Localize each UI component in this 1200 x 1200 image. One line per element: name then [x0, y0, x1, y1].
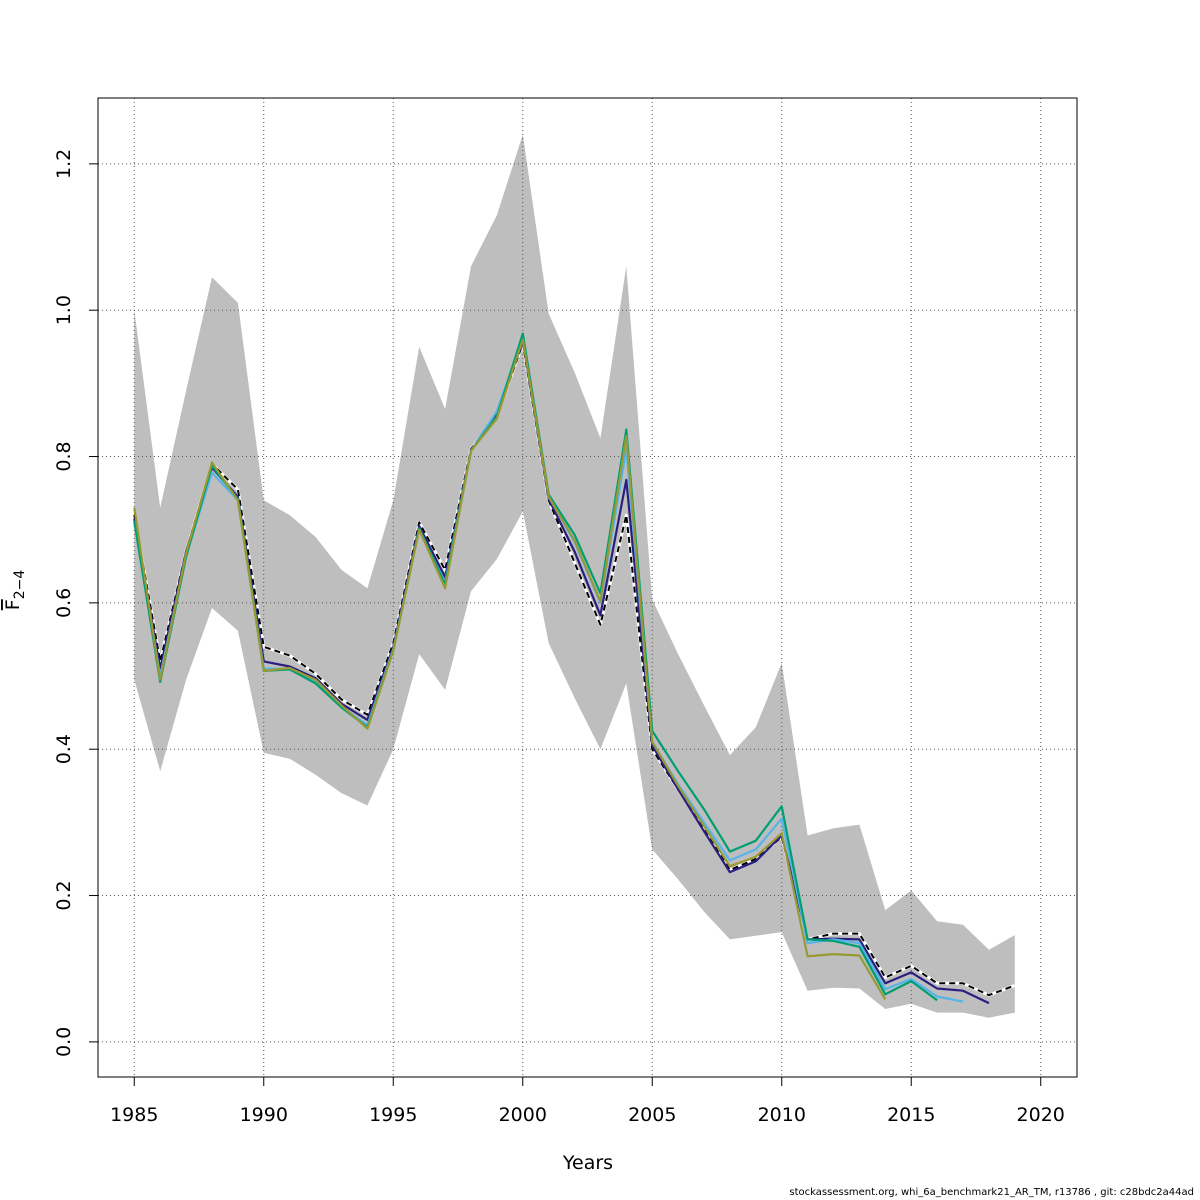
- y-tick-label: 0.2: [53, 880, 75, 910]
- x-tick-label: 2005: [628, 1104, 676, 1126]
- y-tick-label: 0.4: [53, 734, 75, 764]
- y-tick-label: 0.8: [53, 441, 75, 471]
- y-tick-label: 0.0: [53, 1027, 75, 1057]
- y-axis-title-subscript: 2−4: [12, 570, 28, 600]
- axis-layer: 1985 1990 1995 2000 2005 2010 2015 2020 0.0 0.2 0.…: [53, 149, 1065, 1126]
- y-axis-title: F2−4: [2, 570, 28, 611]
- x-tick-label: 2000: [499, 1104, 547, 1126]
- y-tick-label: 1.2: [53, 149, 75, 179]
- x-tick-label: 1990: [240, 1104, 288, 1126]
- x-tick-label: 2010: [758, 1104, 806, 1126]
- confidence-band-layer: [134, 134, 1015, 1018]
- series-line-1: [133, 342, 1016, 997]
- confidence-band: [134, 134, 1015, 1018]
- x-tick-label: 2015: [887, 1104, 935, 1126]
- x-tick-label: 1995: [369, 1104, 417, 1126]
- series-layer: [132, 332, 1016, 1005]
- series-line-5: [133, 338, 887, 1000]
- footer-note: stockassessment.org, whi_6a_benchmark21_…: [789, 1187, 1194, 1198]
- y-tick-label: 1.0: [53, 295, 75, 325]
- x-tick-label: 2020: [1017, 1104, 1065, 1126]
- series-line-2: [133, 339, 990, 1005]
- y-axis-title-main: F: [2, 599, 24, 610]
- y-tick-label: 0.6: [53, 588, 75, 618]
- x-axis-title: Years: [562, 1152, 613, 1174]
- x-tick-label: 1985: [110, 1104, 158, 1126]
